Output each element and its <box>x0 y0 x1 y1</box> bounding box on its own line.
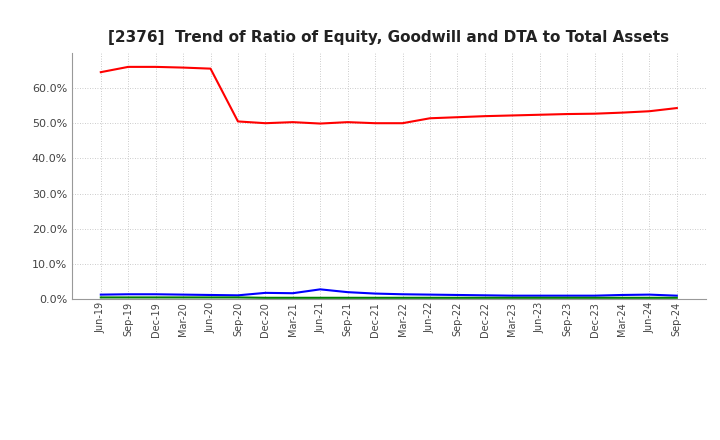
Goodwill <box>645 292 654 297</box>
Equity <box>261 121 270 126</box>
Equity <box>508 113 516 118</box>
Deferred Tax Assets <box>124 295 132 300</box>
Equity <box>289 120 297 125</box>
Equity <box>96 70 105 75</box>
Goodwill <box>233 293 242 298</box>
Deferred Tax Assets <box>453 295 462 301</box>
Deferred Tax Assets <box>563 295 572 301</box>
Goodwill <box>289 290 297 296</box>
Goodwill <box>590 293 599 298</box>
Equity <box>453 114 462 120</box>
Deferred Tax Assets <box>261 295 270 301</box>
Deferred Tax Assets <box>590 295 599 301</box>
Deferred Tax Assets <box>371 295 379 301</box>
Deferred Tax Assets <box>316 295 325 301</box>
Equity <box>563 111 572 117</box>
Goodwill <box>426 292 434 297</box>
Goodwill <box>343 290 352 295</box>
Equity <box>151 64 160 70</box>
Goodwill <box>398 292 407 297</box>
Line: Goodwill: Goodwill <box>101 290 677 296</box>
Deferred Tax Assets <box>289 295 297 301</box>
Goodwill <box>508 293 516 298</box>
Equity <box>590 111 599 116</box>
Deferred Tax Assets <box>672 295 681 301</box>
Deferred Tax Assets <box>645 295 654 301</box>
Equity <box>124 64 132 70</box>
Goodwill <box>151 292 160 297</box>
Goodwill <box>261 290 270 296</box>
Goodwill <box>563 293 572 298</box>
Goodwill <box>618 292 626 297</box>
Deferred Tax Assets <box>233 295 242 300</box>
Line: Equity: Equity <box>101 67 677 124</box>
Deferred Tax Assets <box>480 295 489 301</box>
Deferred Tax Assets <box>536 295 544 301</box>
Goodwill <box>179 292 187 297</box>
Goodwill <box>316 287 325 292</box>
Deferred Tax Assets <box>508 295 516 301</box>
Equity <box>536 112 544 117</box>
Title: [2376]  Trend of Ratio of Equity, Goodwill and DTA to Total Assets: [2376] Trend of Ratio of Equity, Goodwil… <box>108 29 670 45</box>
Equity <box>480 114 489 119</box>
Equity <box>206 66 215 71</box>
Deferred Tax Assets <box>179 295 187 300</box>
Equity <box>371 121 379 126</box>
Equity <box>672 106 681 111</box>
Equity <box>645 109 654 114</box>
Goodwill <box>96 292 105 297</box>
Goodwill <box>536 293 544 298</box>
Deferred Tax Assets <box>96 295 105 300</box>
Goodwill <box>480 293 489 298</box>
Deferred Tax Assets <box>343 295 352 301</box>
Equity <box>343 120 352 125</box>
Equity <box>316 121 325 126</box>
Goodwill <box>371 291 379 296</box>
Deferred Tax Assets <box>618 295 626 301</box>
Equity <box>426 116 434 121</box>
Deferred Tax Assets <box>206 295 215 300</box>
Deferred Tax Assets <box>426 295 434 301</box>
Goodwill <box>206 292 215 297</box>
Deferred Tax Assets <box>151 295 160 300</box>
Equity <box>618 110 626 115</box>
Equity <box>233 119 242 124</box>
Goodwill <box>453 292 462 297</box>
Goodwill <box>672 293 681 298</box>
Goodwill <box>124 292 132 297</box>
Equity <box>398 121 407 126</box>
Deferred Tax Assets <box>398 295 407 301</box>
Equity <box>179 65 187 70</box>
